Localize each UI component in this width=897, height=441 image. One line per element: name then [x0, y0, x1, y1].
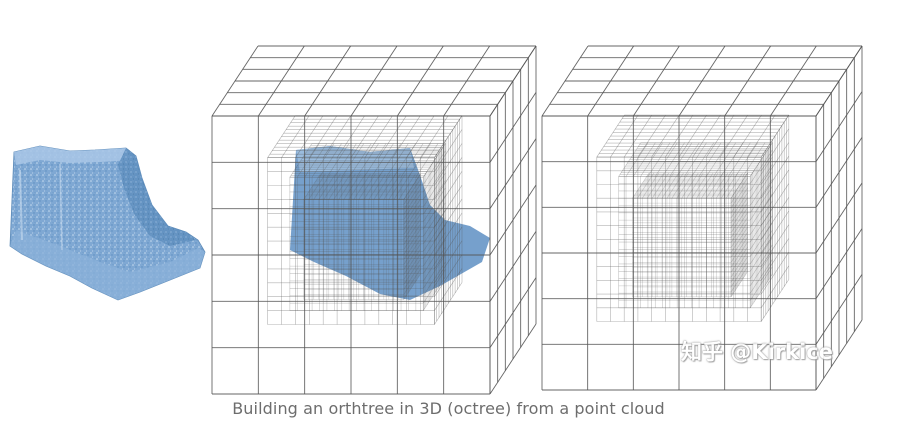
octree-with-shape: [211, 45, 537, 395]
watermark-text: 知乎 @Kirkice: [681, 340, 833, 364]
point-cloud-shape: [9, 145, 206, 301]
octree-only: [541, 45, 863, 391]
octree-inner-shape: [290, 146, 490, 300]
figure-caption: Building an orthtree in 3D (octree) from…: [232, 399, 665, 418]
